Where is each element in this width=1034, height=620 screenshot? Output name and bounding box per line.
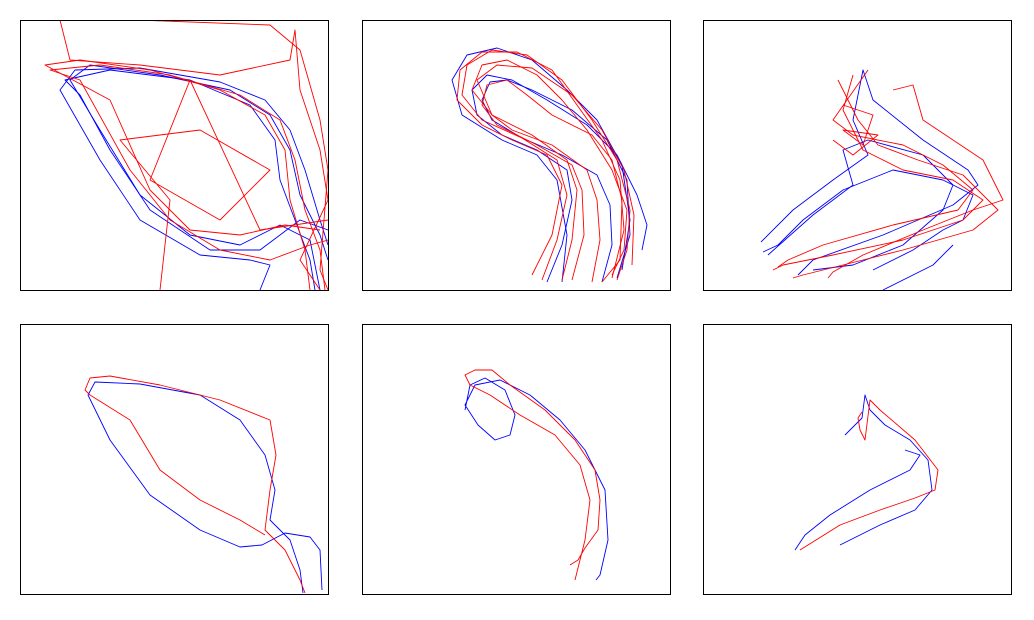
- trajectory: [87, 381, 323, 594]
- panel-frame: [20, 20, 329, 291]
- trajectory: [461, 49, 631, 281]
- panel-frame: [703, 20, 1012, 291]
- panel-frame: [362, 324, 671, 595]
- panel-frame: [20, 324, 329, 595]
- trajectory: [772, 74, 984, 271]
- trajectory: [456, 51, 625, 279]
- trajectory: [762, 169, 974, 271]
- trajectory: [59, 20, 328, 290]
- trajectory: [767, 139, 954, 271]
- trajectory: [464, 369, 601, 581]
- trajectory: [64, 69, 328, 290]
- trajectory: [794, 449, 921, 551]
- trajectory: [137, 20, 328, 290]
- trajectory: [827, 84, 1004, 279]
- trajectory: [792, 79, 999, 279]
- trajectory: [84, 375, 306, 594]
- trajectory: [471, 74, 648, 283]
- trajectory: [882, 244, 954, 290]
- trajectory: [471, 59, 628, 281]
- panel-frame: [362, 20, 671, 291]
- panel-frame: [703, 324, 1012, 595]
- trajectory: [481, 79, 631, 283]
- trajectory: [832, 104, 879, 156]
- trajectory: [760, 69, 979, 276]
- trajectory: [839, 394, 933, 546]
- trajectory: [799, 399, 939, 551]
- trajectory: [59, 67, 328, 290]
- trajectory: [69, 64, 328, 290]
- trajectory: [119, 79, 328, 290]
- trajectory: [44, 59, 321, 290]
- trajectory: [476, 64, 635, 283]
- trajectory: [481, 79, 623, 283]
- trajectory: [777, 69, 974, 268]
- trajectory: [464, 377, 609, 581]
- trajectory: [451, 47, 631, 283]
- trajectory: [49, 64, 328, 290]
